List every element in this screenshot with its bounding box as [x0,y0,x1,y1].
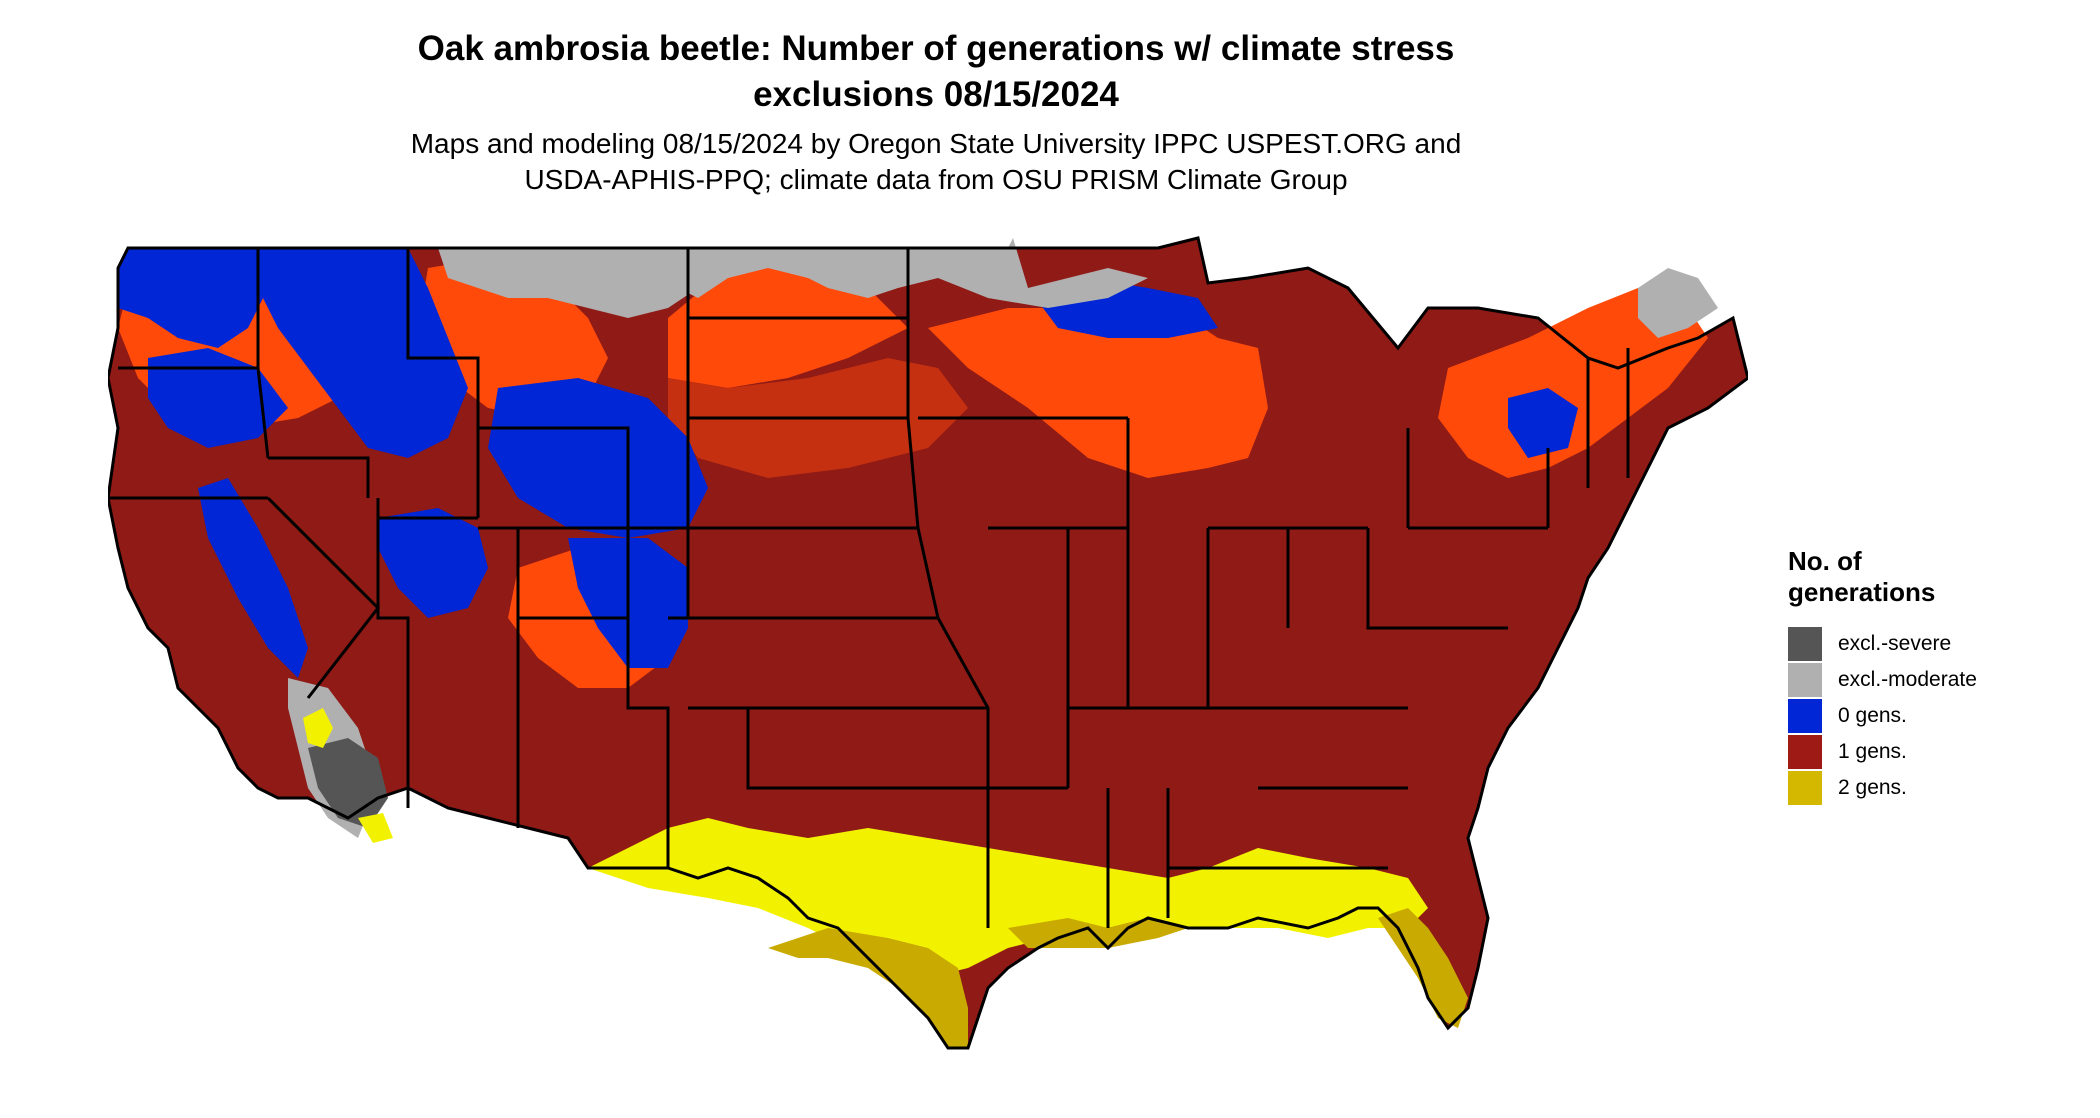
region-zero-gen-wyoming [488,378,708,538]
map-title-line-2: exclusions 08/15/2024 [753,75,1119,114]
map-title: Oak ambrosia beetle: Number of generatio… [0,26,1872,118]
legend-swatch [1788,627,1822,661]
legend-label: excl.-moderate [1838,668,1977,691]
region-zero-gen-utah [378,508,488,618]
legend-swatch [1788,699,1822,733]
legend-item: 2 gens. [1788,770,2088,806]
legend-title-line-1: No. of [1788,546,1862,576]
region-one-gen-orange-mi [928,308,1268,478]
region-zero-gen-idaho-montana [258,248,468,458]
legend: No. of generations excl.-severe excl.-mod… [1788,546,2088,806]
legend-item: excl.-severe [1788,626,2088,662]
legend-label: excl.-severe [1838,632,1952,655]
legend-label: 2 gens. [1838,776,1907,799]
legend-swatch [1788,663,1822,697]
region-two-gen-gulf-light [588,818,1428,978]
region-zero-gen-sierra [198,478,308,678]
region-excl-moderate-montana [438,248,698,318]
map-subtitle-line-1: Maps and modeling 08/15/2024 by Oregon S… [410,128,1462,159]
map-subtitle: Maps and modeling 08/15/2024 by Oregon S… [0,126,1872,198]
legend-item: 1 gens. [1788,734,2088,770]
legend-title: No. of generations [1788,546,2088,608]
map-title-line-1: Oak ambrosia beetle: Number of generatio… [417,29,1455,68]
legend-label: 1 gens. [1838,740,1907,763]
legend-item: excl.-moderate [1788,662,2088,698]
us-map-svg [108,236,1748,1050]
region-zero-gen-adirondacks [1508,388,1578,458]
legend-items: excl.-severe excl.-moderate 0 gens. 1 gens.… [1788,626,2088,806]
region-one-gen-orange-ne [1438,288,1708,478]
legend-label: 0 gens. [1838,704,1907,727]
region-zero-gen-northwest [118,248,268,348]
region-two-gen-texas-florida [768,908,1468,1048]
region-excl-moderate-north-dakota-minnesota [678,238,1148,308]
legend-item: 0 gens. [1788,698,2088,734]
map-subtitle-line-2: USDA-APHIS-PPQ; climate data from OSU PR… [524,164,1348,195]
region-two-gen-socal [303,708,393,843]
state-borders [108,236,1748,1050]
legend-swatch [1788,735,1822,769]
region-excl-moderate-maine [1638,268,1718,338]
legend-title-line-2: generations [1788,577,1936,607]
legend-swatch [1788,771,1822,805]
region-zero-gen-oregon [148,348,288,448]
us-generations-map [108,228,1748,1118]
